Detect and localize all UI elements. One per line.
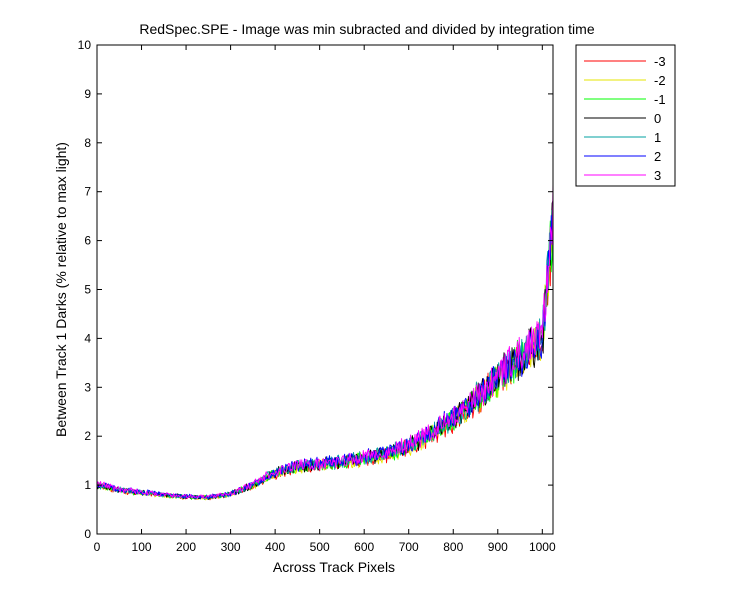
- x-tick-label-400: 400: [265, 540, 285, 554]
- legend-label-0: 0: [654, 111, 661, 126]
- x-tick-label-300: 300: [221, 540, 241, 554]
- legend-label--3: -3: [654, 54, 666, 69]
- y-tick-label-2: 2: [84, 429, 91, 443]
- y-axis-label: Between Track 1 Darks (% relative to max…: [53, 142, 69, 437]
- y-tick-label-7: 7: [84, 185, 91, 199]
- x-tick-label-700: 700: [399, 540, 419, 554]
- legend-label-3: 3: [654, 168, 661, 183]
- legend-label-1: 1: [654, 130, 661, 145]
- y-tick-label-1: 1: [84, 478, 91, 492]
- ticks-layer: 0 100 200 300 400 500 600 700 800 900 1000 0 1 2 3 4 5 6 7…: [78, 38, 556, 554]
- x-tick-label-0: 0: [94, 540, 101, 554]
- x-tick-label-100: 100: [132, 540, 152, 554]
- legend-label--1: -1: [654, 92, 666, 107]
- x-tick-label-500: 500: [310, 540, 330, 554]
- y-tick-label-0: 0: [84, 527, 91, 541]
- x-tick-label-200: 200: [176, 540, 196, 554]
- y-tick-label-10: 10: [78, 38, 92, 52]
- x-tick-label-900: 900: [488, 540, 508, 554]
- legend-box: [575, 44, 676, 187]
- y-tick-label-5: 5: [84, 283, 91, 297]
- series-line-3: [96, 181, 554, 499]
- x-tick-label-1000: 1000: [529, 540, 556, 554]
- x-tick-label-600: 600: [354, 540, 374, 554]
- plot-area: [97, 45, 553, 534]
- y-tick-label-6: 6: [84, 234, 91, 248]
- y-tick-label-8: 8: [84, 136, 91, 150]
- legend-label--2: -2: [654, 73, 666, 88]
- y-tick-label-4: 4: [84, 331, 91, 345]
- legend: -3 -2 -1 0 1 2 3: [575, 44, 676, 187]
- legend-items: -3 -2 -1 0 1 2 3: [584, 54, 666, 183]
- x-axis-label: Across Track Pixels: [273, 559, 395, 575]
- x-tick-label-800: 800: [443, 540, 463, 554]
- y-tick-label-3: 3: [84, 380, 91, 394]
- chart-title: RedSpec.SPE - Image was min subracted an…: [139, 21, 594, 37]
- y-tick-label-9: 9: [84, 87, 91, 101]
- series-layer: [96, 181, 554, 501]
- plot-frame: [96, 44, 554, 535]
- legend-label-2: 2: [654, 149, 661, 164]
